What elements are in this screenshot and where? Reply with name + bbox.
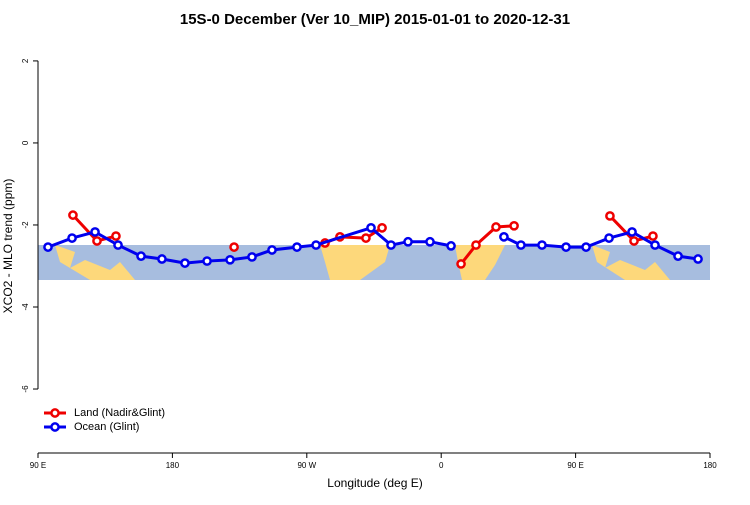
point: [267, 245, 277, 255]
point: [92, 236, 102, 246]
point: [180, 258, 190, 268]
point: [629, 236, 639, 246]
point: [202, 256, 212, 266]
y-tick-label: -4: [21, 303, 30, 311]
y-tick-label: -2: [21, 221, 30, 229]
point: [229, 242, 239, 252]
point: [90, 227, 100, 237]
point: [311, 240, 321, 250]
point: [471, 240, 481, 250]
x-tick-label: 90 E: [567, 461, 583, 470]
legend-marker: [50, 408, 60, 418]
y-axis-label: XCO2 - MLO trend (ppm): [1, 179, 15, 314]
x-tick-label: 180: [166, 461, 180, 470]
y-tick-label: 2: [21, 58, 30, 63]
chart-title: 15S-0 December (Ver 10_MIP) 2015-01-01 t…: [180, 11, 570, 28]
point: [537, 240, 547, 250]
point: [377, 222, 387, 233]
point: [386, 240, 396, 250]
point: [446, 241, 456, 251]
point: [67, 233, 77, 243]
point: [499, 232, 509, 242]
y-tick-label: 0: [21, 140, 30, 145]
point: [604, 233, 614, 243]
legend-marker: [50, 422, 60, 432]
point: [68, 210, 78, 220]
point: [516, 240, 526, 250]
point: [627, 227, 637, 237]
point: [43, 242, 53, 252]
point: [157, 254, 167, 264]
point: [425, 236, 435, 247]
point: [292, 242, 302, 252]
point: [693, 254, 703, 264]
point: [509, 220, 519, 231]
point: [605, 211, 615, 221]
y-tick-label: -6: [21, 385, 30, 393]
x-axis-label: Longitude (deg E): [327, 476, 422, 490]
point: [561, 242, 571, 252]
point: [491, 222, 501, 232]
x-tick-label: 0: [439, 461, 444, 470]
x-tick-label: 90 E: [30, 461, 46, 470]
point: [111, 231, 121, 241]
point: [648, 231, 658, 241]
point: [456, 259, 466, 269]
point: [247, 252, 257, 262]
point: [366, 222, 376, 233]
legend-label: Ocean (Glint): [74, 421, 139, 433]
point: [225, 254, 235, 265]
point: [673, 251, 683, 261]
point: [650, 240, 660, 250]
point: [581, 242, 591, 252]
x-tick-label: 90 W: [297, 461, 316, 470]
point: [113, 240, 123, 250]
point: [403, 236, 413, 247]
point: [361, 233, 371, 243]
point: [136, 251, 146, 261]
x-tick-label: 180: [703, 461, 717, 470]
legend-label: Land (Nadir&Glint): [74, 407, 165, 419]
